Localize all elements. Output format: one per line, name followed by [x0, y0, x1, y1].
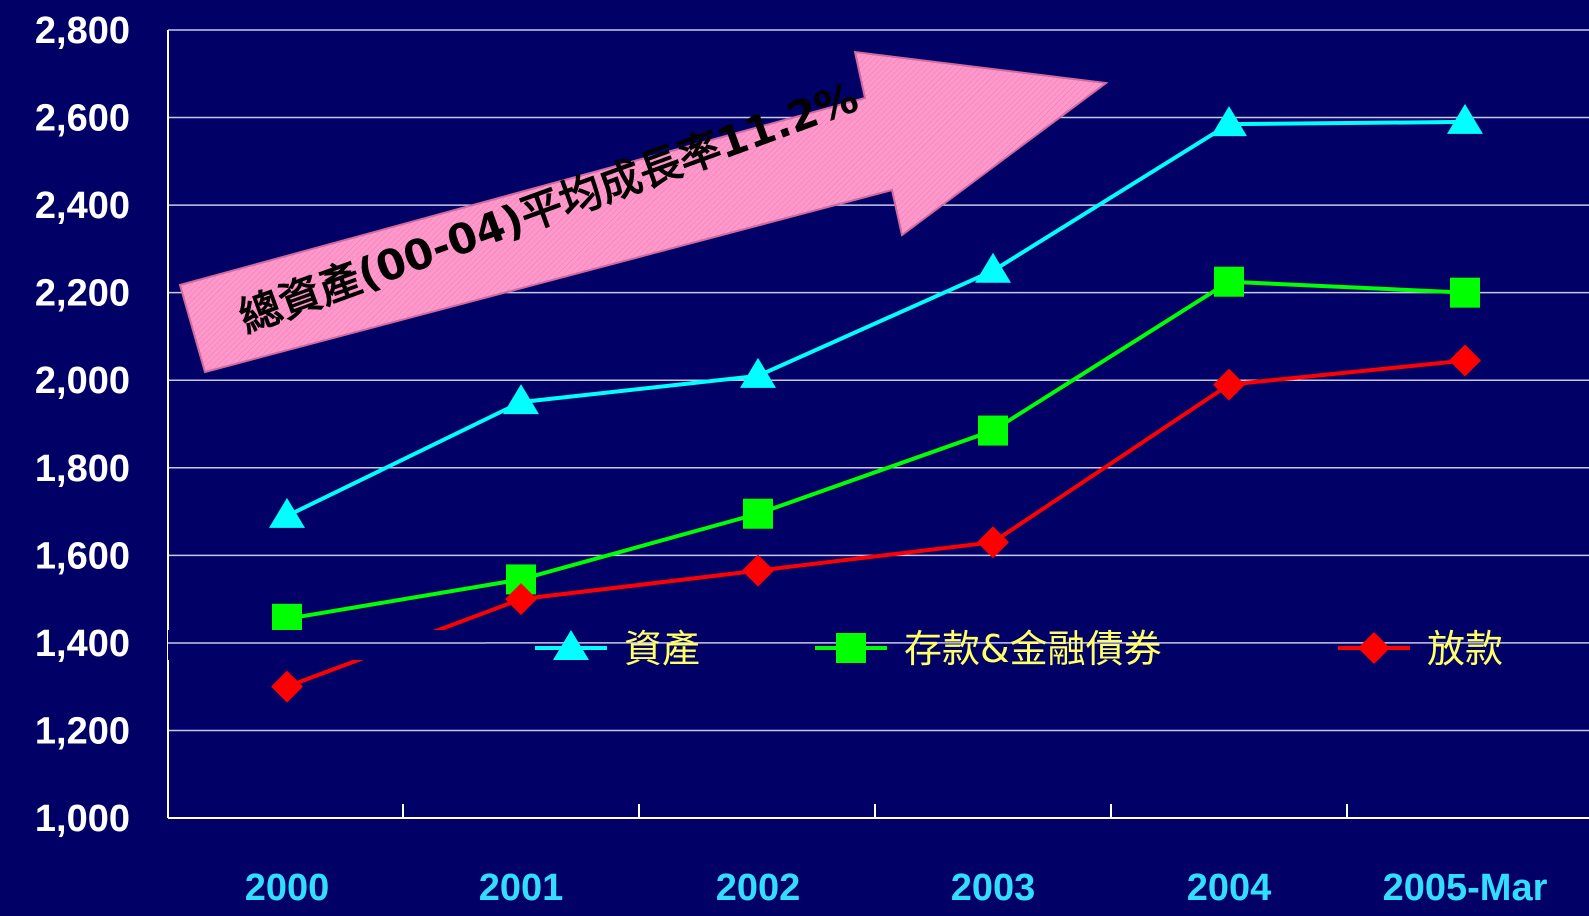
- y-tick-label: 2,800: [35, 10, 130, 52]
- data-point: [271, 670, 303, 703]
- growth-annotation-arrow: 總資產(00-04)平均成長率11.2%: [178, 50, 1109, 374]
- x-tick-label: 2001: [479, 867, 564, 909]
- data-point: [978, 415, 1008, 446]
- annotation-arrow-shape: [178, 50, 1109, 374]
- legend-marker: [836, 633, 866, 663]
- series-line: [286, 119, 1466, 518]
- data-point: [1211, 106, 1247, 137]
- data-point: [505, 583, 537, 616]
- y-tick-label: 2,000: [35, 360, 130, 402]
- data-point: [1214, 266, 1244, 297]
- x-tick-label: 2004: [1187, 867, 1272, 909]
- series-3: [271, 344, 1481, 703]
- x-tick-label: 2000: [245, 867, 330, 909]
- data-point: [503, 384, 539, 415]
- data-point: [1450, 277, 1480, 308]
- axes: 2,800 2,600 2,400 2,200 2,000 1,800 1,600 1,400…: [35, 10, 1589, 909]
- data-point: [269, 497, 305, 528]
- data-point: [1213, 368, 1245, 401]
- legend-marker: [553, 630, 589, 660]
- y-tick-label: 2,400: [35, 185, 130, 227]
- y-tick-label: 1,400: [35, 623, 130, 665]
- legend-marker: [1358, 632, 1390, 664]
- legend: 資產 存款&金融債券 放款: [168, 627, 1503, 671]
- data-point: [272, 603, 302, 634]
- legend-label: 存款&金融債券: [904, 627, 1162, 671]
- data-point: [975, 252, 1011, 283]
- y-tick-label: 1,800: [35, 448, 130, 490]
- legend-label: 放款: [1427, 627, 1503, 671]
- series-layer: [269, 103, 1483, 703]
- series-1: [269, 103, 1483, 528]
- data-point: [742, 554, 774, 587]
- legend-entry: 存款&金融債券: [815, 627, 1162, 671]
- data-point: [743, 498, 773, 529]
- x-tick-label: 2003: [951, 867, 1036, 909]
- y-tick-label: 1,600: [35, 535, 130, 577]
- x-tick-label: 2002: [716, 867, 801, 909]
- series-line: [286, 358, 1466, 689]
- y-tick-label: 1,200: [35, 710, 130, 752]
- legend-entry: 資產: [535, 627, 700, 671]
- data-point: [1449, 344, 1481, 377]
- y-tick-label: 2,200: [35, 273, 130, 315]
- y-tick-label: 1,000: [35, 798, 130, 840]
- data-point: [977, 526, 1009, 559]
- data-point: [1447, 103, 1483, 134]
- legend-entry: 放款: [1338, 627, 1503, 671]
- legend-label: 資產: [624, 627, 700, 671]
- y-tick-label: 2,600: [35, 98, 130, 140]
- data-point: [740, 357, 776, 388]
- x-tick-label: 2005-Mar: [1383, 867, 1548, 909]
- legend-background: [168, 630, 486, 660]
- series-line: [286, 279, 1466, 621]
